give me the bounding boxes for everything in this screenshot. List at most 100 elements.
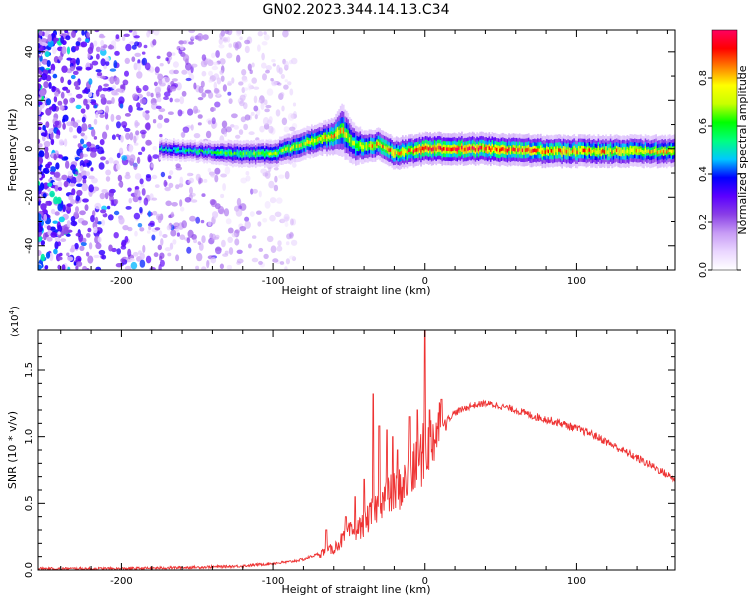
noise-mark [213, 213, 217, 220]
x-tick-label: 100 [567, 576, 586, 587]
band-mark [274, 151, 277, 155]
noise-mark [163, 96, 169, 101]
noise-mark [250, 188, 254, 195]
noise-mark [280, 74, 285, 79]
noise-mark [129, 154, 136, 162]
band-mark [188, 149, 190, 152]
noise-mark [67, 170, 73, 177]
noise-mark [154, 86, 161, 94]
band-mark [558, 148, 560, 152]
band-mark [538, 148, 541, 153]
noise-mark [102, 87, 109, 92]
noise-mark [91, 101, 97, 106]
band-mark [206, 151, 208, 154]
snr-xlabel: Height of straight line (km) [281, 583, 430, 596]
noise-mark [85, 103, 90, 110]
noise-mark [132, 97, 138, 101]
noise-mark [292, 162, 297, 168]
noise-mark [201, 266, 207, 270]
noise-mark [38, 213, 42, 222]
band-mark [256, 151, 259, 155]
band-mark [537, 148, 539, 152]
noise-mark [178, 40, 184, 45]
noise-mark [257, 44, 261, 52]
noise-mark [66, 220, 71, 228]
noise-mark [258, 190, 262, 198]
noise-mark [43, 140, 51, 148]
noise-mark [291, 256, 297, 262]
noise-mark [280, 217, 286, 224]
noise-mark [76, 119, 81, 124]
band-mark [561, 150, 563, 155]
band-mark [574, 150, 577, 154]
noise-mark [52, 46, 57, 55]
band-mark [282, 148, 284, 153]
noise-mark [275, 260, 281, 265]
band-mark [203, 151, 205, 154]
noise-mark [282, 30, 289, 38]
noise-mark [273, 167, 279, 171]
noise-mark [56, 180, 63, 189]
band-mark [361, 144, 363, 149]
band-mark [656, 150, 659, 155]
noise-mark [54, 171, 61, 178]
noise-mark [76, 183, 83, 187]
noise-mark [145, 175, 152, 182]
noise-mark [41, 38, 47, 43]
noise-mark [40, 132, 47, 137]
noise-mark [188, 41, 195, 45]
noise-mark [42, 167, 50, 174]
noise-mark [141, 188, 146, 196]
band-mark [159, 147, 161, 151]
noise-mark [42, 124, 46, 132]
noise-mark [57, 186, 63, 191]
noise-mark [135, 130, 140, 136]
noise-mark [156, 122, 163, 129]
band-mark [210, 151, 213, 154]
band-mark [491, 146, 494, 150]
noise-mark [108, 189, 114, 198]
band-mark [308, 140, 310, 144]
band-mark [467, 147, 469, 151]
band-mark [279, 148, 281, 153]
band-mark [564, 149, 566, 153]
noise-mark [137, 223, 143, 228]
snr-ylabel: SNR (10 * v/v) [6, 411, 19, 489]
noise-mark [60, 238, 67, 243]
band-mark [579, 148, 582, 152]
noise-mark [134, 189, 141, 198]
band-mark [264, 153, 266, 157]
noise-mark [134, 173, 142, 180]
band-mark [571, 149, 574, 153]
noise-mark [181, 132, 186, 138]
noise-mark [257, 31, 263, 37]
band-mark [521, 148, 524, 153]
noise-mark [90, 215, 95, 223]
noise-mark [208, 91, 214, 99]
noise-mark [124, 70, 129, 77]
band-mark [634, 148, 636, 152]
noise-mark [80, 108, 86, 114]
band-mark [168, 148, 171, 151]
band-mark [403, 150, 406, 155]
noise-mark [44, 224, 48, 229]
noise-mark [116, 121, 121, 129]
noise-mark [286, 233, 292, 240]
noise-mark [128, 197, 133, 204]
noise-mark [279, 261, 285, 265]
noise-mark [125, 206, 132, 210]
band-mark [414, 148, 416, 153]
noise-mark [210, 172, 216, 178]
band-mark [247, 151, 249, 155]
band-mark [311, 138, 313, 143]
noise-mark [153, 252, 159, 258]
band-mark [549, 149, 551, 154]
band-mark [271, 152, 274, 156]
band-mark [644, 148, 647, 152]
band-mark [301, 142, 304, 147]
band-mark [192, 149, 195, 153]
noise-mark [205, 58, 212, 64]
noise-mark [80, 241, 87, 247]
band-mark [640, 148, 642, 153]
noise-mark [152, 39, 157, 46]
